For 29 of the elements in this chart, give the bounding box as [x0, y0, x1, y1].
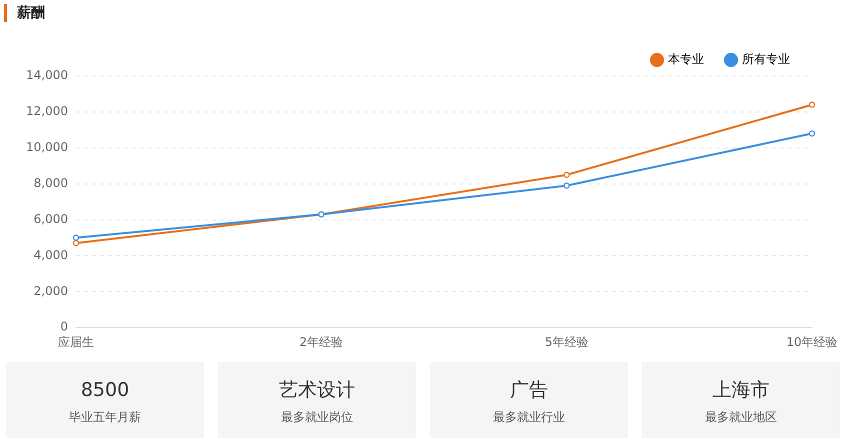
chart-title: 薪酬 — [4, 4, 45, 22]
point — [72, 240, 80, 246]
text: 上海市 — [712, 378, 770, 402]
point — [72, 234, 80, 241]
legend-label: 所有专业 — [742, 52, 790, 66]
legend-label: 本专业 — [668, 52, 704, 66]
x-tick-label: 5年经验 — [544, 334, 588, 349]
x-tick-label: 2年经验 — [300, 334, 344, 349]
text: 最多就业地区 — [704, 410, 778, 424]
x-tick-label: 10年经验 — [786, 334, 838, 349]
text: 8500 — [80, 378, 130, 402]
text: 毕业五年月薪 — [68, 410, 142, 424]
text: 广告 — [509, 378, 549, 402]
point — [808, 130, 816, 137]
y-tick-label: 12,000 — [26, 104, 68, 118]
text: 最多就业行业 — [492, 410, 566, 424]
text: 最多就业岗位 — [280, 410, 354, 424]
y-tick-label: 4,000 — [34, 248, 68, 262]
point — [564, 182, 570, 189]
point — [564, 172, 570, 178]
y-tick-label: 10,000 — [26, 140, 68, 154]
y-tick-label: 8,000 — [34, 176, 68, 190]
y-tick-label: 2,000 — [34, 284, 68, 298]
y-tick-label: 14,000 — [26, 68, 68, 82]
text: 艺术设计 — [278, 378, 356, 402]
point — [808, 102, 816, 108]
y-tick-label: 6,000 — [34, 212, 68, 226]
x-tick-label: 应届生 — [58, 334, 94, 349]
y-tick-label: 0 — [60, 320, 68, 334]
